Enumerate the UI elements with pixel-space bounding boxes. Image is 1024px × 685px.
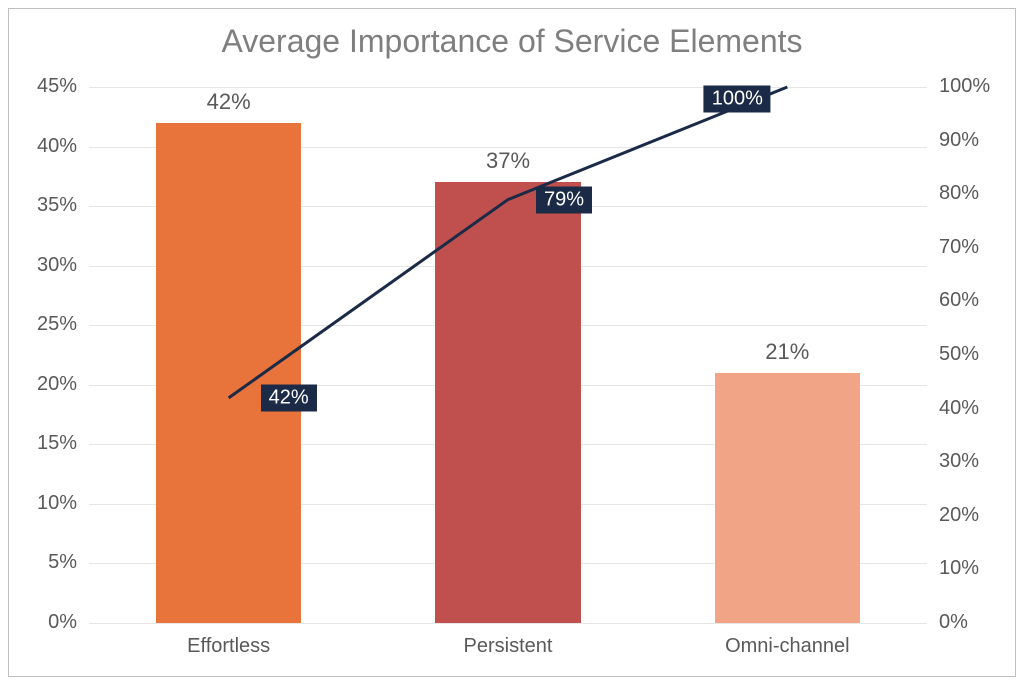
x-axis-category-label: Effortless bbox=[187, 635, 270, 658]
line-value-label: 100% bbox=[704, 86, 771, 113]
line-value-label: 42% bbox=[261, 384, 317, 411]
y-axis-right-tick-label: 100% bbox=[939, 75, 990, 98]
y-axis-left-tick-label: 15% bbox=[17, 432, 77, 455]
y-axis-left-tick-label: 35% bbox=[17, 194, 77, 217]
chart-frame: Average Importance of Service Elements 0… bbox=[8, 8, 1016, 677]
y-axis-left-tick-label: 20% bbox=[17, 373, 77, 396]
y-axis-right-tick-label: 40% bbox=[939, 397, 979, 420]
y-axis-right-tick-label: 60% bbox=[939, 289, 979, 312]
y-axis-left-tick-label: 30% bbox=[17, 254, 77, 277]
y-axis-right-tick-label: 90% bbox=[939, 129, 979, 152]
y-axis-left-tick-label: 10% bbox=[17, 492, 77, 515]
y-axis-right-tick-label: 30% bbox=[939, 450, 979, 473]
y-axis-right-tick-label: 0% bbox=[939, 611, 968, 634]
x-axis-category-label: Omni-channel bbox=[725, 635, 850, 658]
line-value-label: 79% bbox=[536, 186, 592, 213]
cumulative-line bbox=[229, 87, 788, 398]
y-axis-right-tick-label: 70% bbox=[939, 236, 979, 259]
plot-area: 0%5%10%15%20%25%30%35%40%45%0%10%20%30%4… bbox=[89, 87, 927, 623]
chart-title: Average Importance of Service Elements bbox=[9, 23, 1015, 60]
chart-container: Average Importance of Service Elements 0… bbox=[0, 0, 1024, 685]
y-axis-left-tick-label: 45% bbox=[17, 75, 77, 98]
y-axis-left-tick-label: 40% bbox=[17, 135, 77, 158]
y-axis-left-tick-label: 5% bbox=[17, 551, 77, 574]
y-axis-right-tick-label: 50% bbox=[939, 343, 979, 366]
x-axis-category-label: Persistent bbox=[464, 635, 553, 658]
y-axis-left-tick-label: 0% bbox=[17, 611, 77, 634]
y-axis-right-tick-label: 10% bbox=[939, 557, 979, 580]
y-axis-left-tick-label: 25% bbox=[17, 313, 77, 336]
y-axis-right-tick-label: 80% bbox=[939, 182, 979, 205]
grid-line bbox=[89, 623, 927, 624]
line-series bbox=[89, 87, 927, 623]
y-axis-right-tick-label: 20% bbox=[939, 504, 979, 527]
